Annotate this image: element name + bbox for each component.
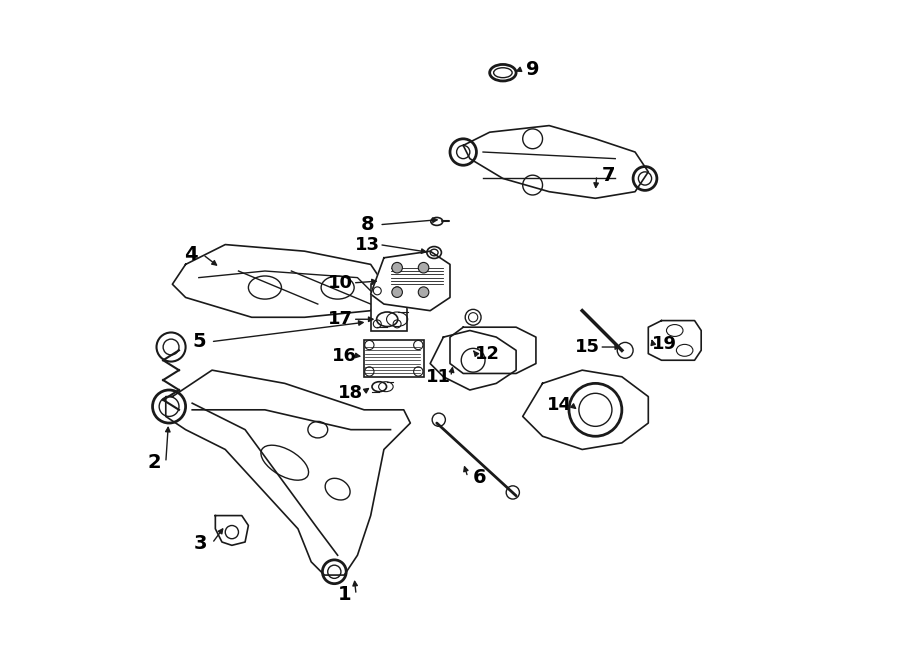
Circle shape bbox=[392, 287, 402, 297]
Circle shape bbox=[392, 262, 402, 273]
Text: 17: 17 bbox=[328, 310, 354, 329]
Text: 9: 9 bbox=[526, 60, 539, 79]
Circle shape bbox=[418, 262, 428, 273]
Polygon shape bbox=[450, 327, 536, 373]
Text: 11: 11 bbox=[427, 368, 451, 386]
Text: 10: 10 bbox=[328, 274, 354, 292]
Polygon shape bbox=[430, 330, 516, 390]
Text: 7: 7 bbox=[602, 166, 616, 184]
Text: 4: 4 bbox=[184, 245, 198, 264]
Text: 18: 18 bbox=[338, 383, 364, 402]
Text: 5: 5 bbox=[192, 332, 205, 351]
Text: 15: 15 bbox=[575, 338, 600, 356]
Text: 3: 3 bbox=[194, 534, 207, 553]
Text: 14: 14 bbox=[546, 395, 572, 414]
Bar bbox=[371, 284, 407, 330]
Text: 8: 8 bbox=[361, 215, 374, 234]
Text: 1: 1 bbox=[338, 586, 351, 604]
Text: 16: 16 bbox=[332, 346, 356, 365]
Text: 6: 6 bbox=[472, 468, 487, 486]
Circle shape bbox=[418, 287, 428, 297]
Text: 19: 19 bbox=[652, 334, 678, 353]
Text: 2: 2 bbox=[147, 453, 161, 472]
Bar bbox=[364, 340, 424, 377]
Polygon shape bbox=[371, 251, 450, 311]
Polygon shape bbox=[648, 321, 701, 360]
Text: 13: 13 bbox=[355, 235, 380, 254]
Polygon shape bbox=[523, 370, 648, 449]
Text: 12: 12 bbox=[475, 344, 500, 363]
